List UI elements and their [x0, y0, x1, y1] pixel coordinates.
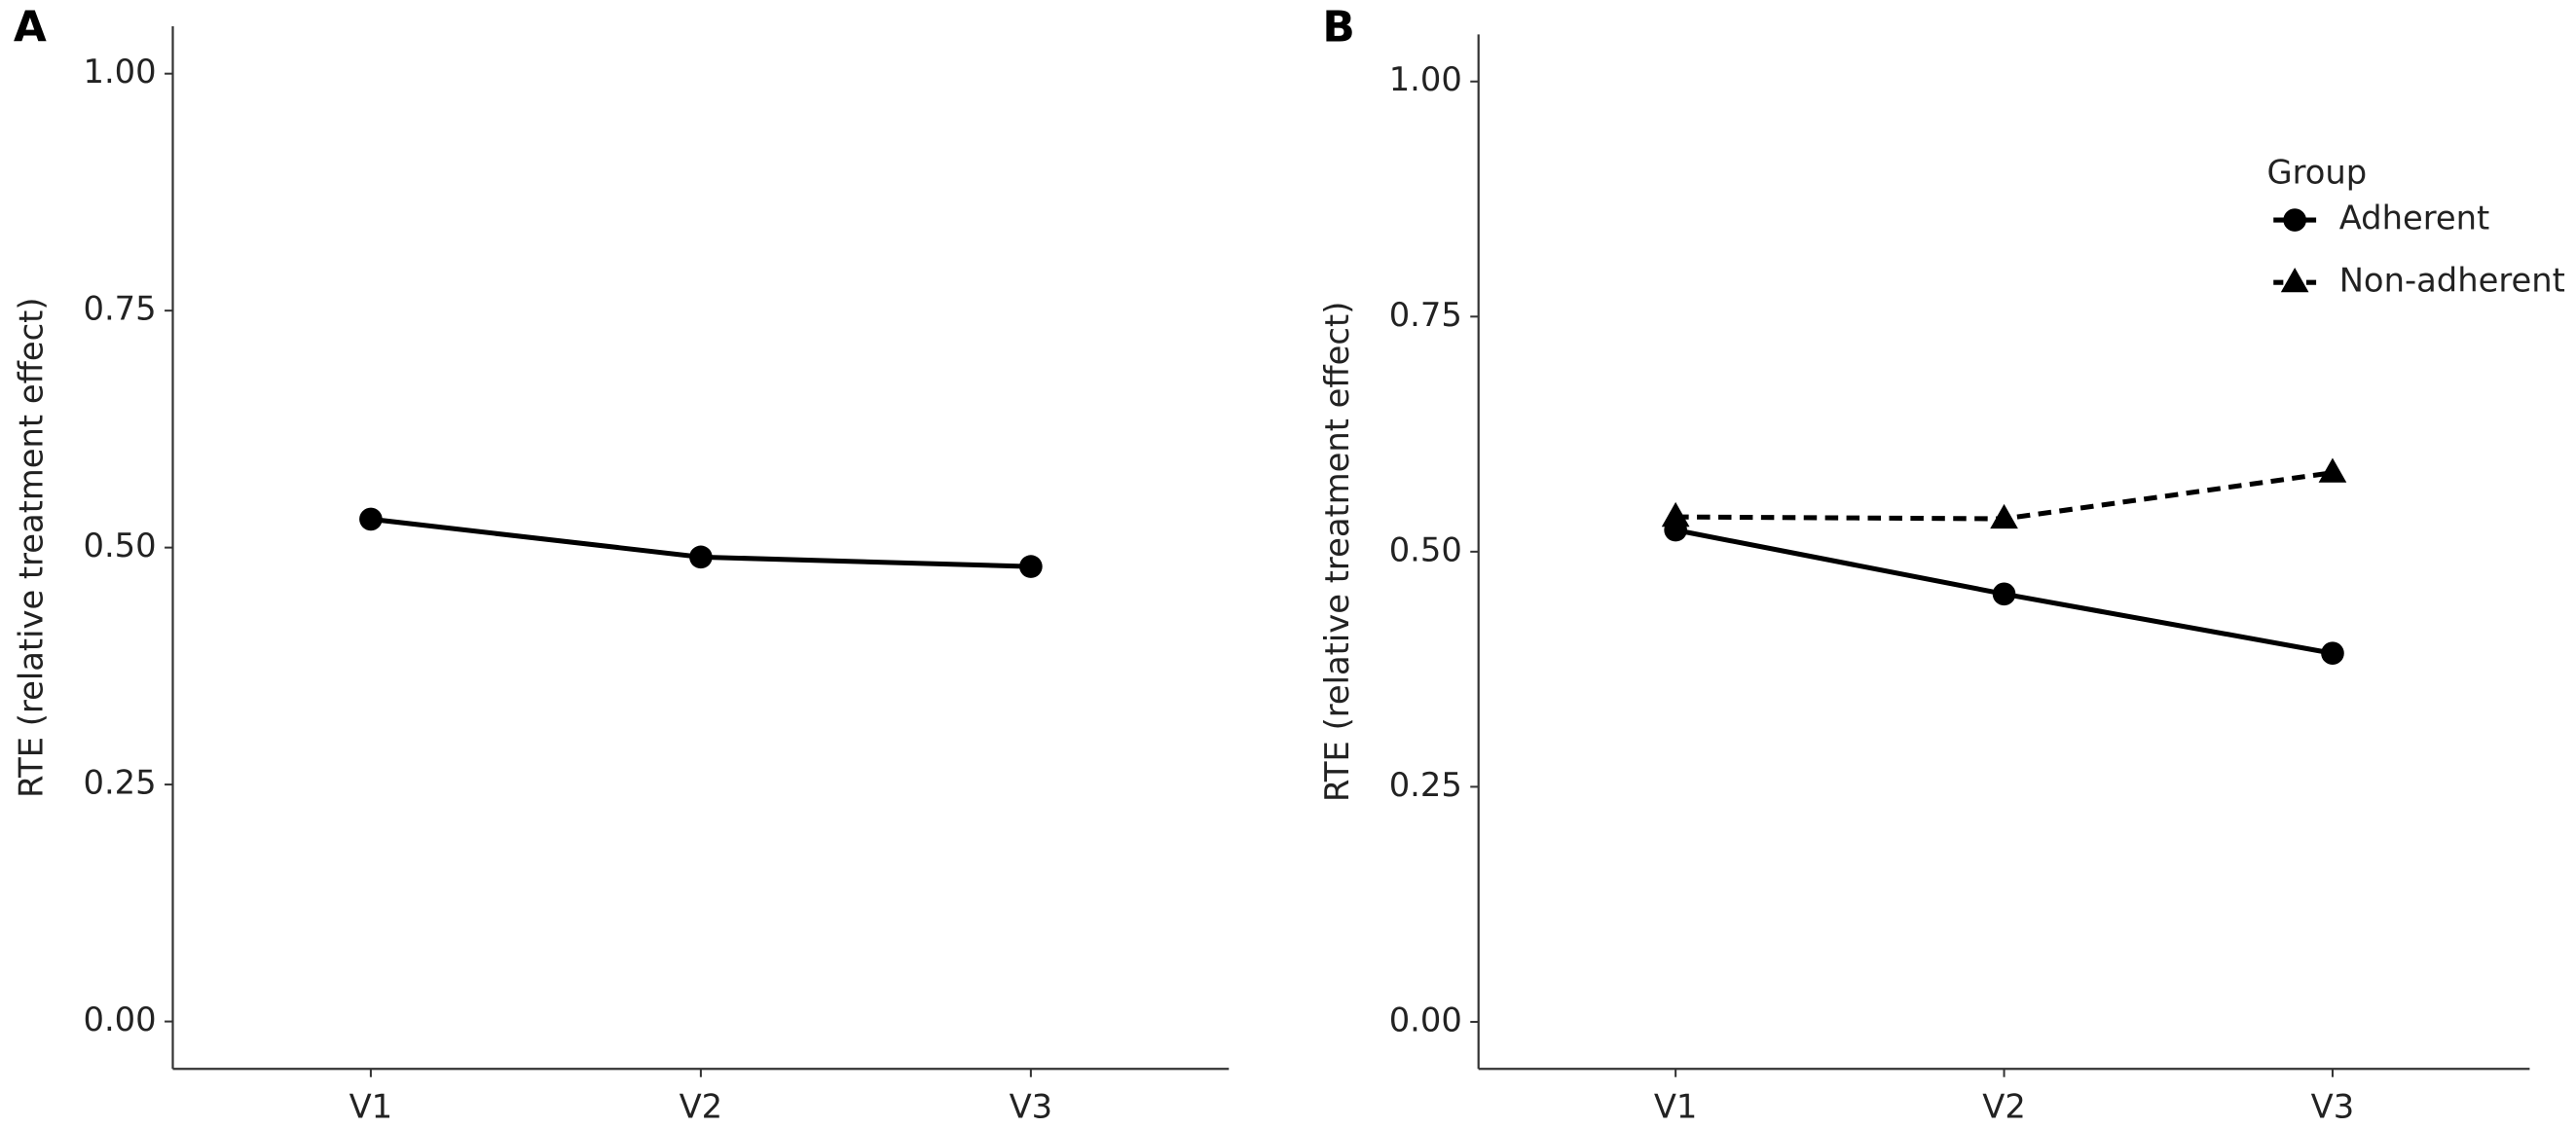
marker: [2321, 641, 2344, 666]
legend-marker: [2283, 208, 2306, 232]
legend-marker: [2280, 267, 2309, 293]
marker: [1990, 503, 2018, 529]
marker: [1019, 555, 1043, 578]
y-axis-label: RTE (relative treatment effect): [13, 297, 51, 797]
y-tick-label: 0.75: [1389, 296, 1462, 334]
y-tick-label: 0.25: [84, 764, 157, 802]
legend-title: Group: [2266, 153, 2367, 191]
y-axis-label: RTE (relative treatment effect): [1318, 302, 1356, 802]
x-tick-label: V3: [2311, 1087, 2355, 1125]
x-tick-label: V1: [350, 1087, 393, 1125]
marker: [1661, 501, 1690, 528]
y-tick-label: 0.75: [84, 290, 157, 328]
y-tick-label: 0.25: [1389, 766, 1462, 804]
legend-label: Adherent: [2339, 200, 2490, 237]
x-tick-label: V3: [1010, 1087, 1053, 1125]
x-tick-label: V1: [1654, 1087, 1698, 1125]
panel-label: B: [1322, 2, 1354, 52]
marker: [359, 507, 383, 531]
y-tick-label: 0.00: [84, 1001, 157, 1038]
y-tick-label: 1.00: [1389, 60, 1462, 98]
legend-label: Non-adherent: [2339, 262, 2565, 300]
x-tick-label: V2: [1982, 1087, 2026, 1125]
panel-label: A: [14, 2, 47, 52]
y-tick-label: 0.50: [1389, 530, 1462, 568]
y-tick-label: 0.00: [1389, 1001, 1462, 1038]
y-tick-label: 0.50: [84, 527, 157, 564]
marker: [1992, 582, 2016, 606]
marker: [689, 545, 713, 569]
x-tick-label: V2: [680, 1087, 723, 1125]
marker: [2318, 457, 2347, 483]
y-tick-label: 1.00: [84, 53, 157, 91]
